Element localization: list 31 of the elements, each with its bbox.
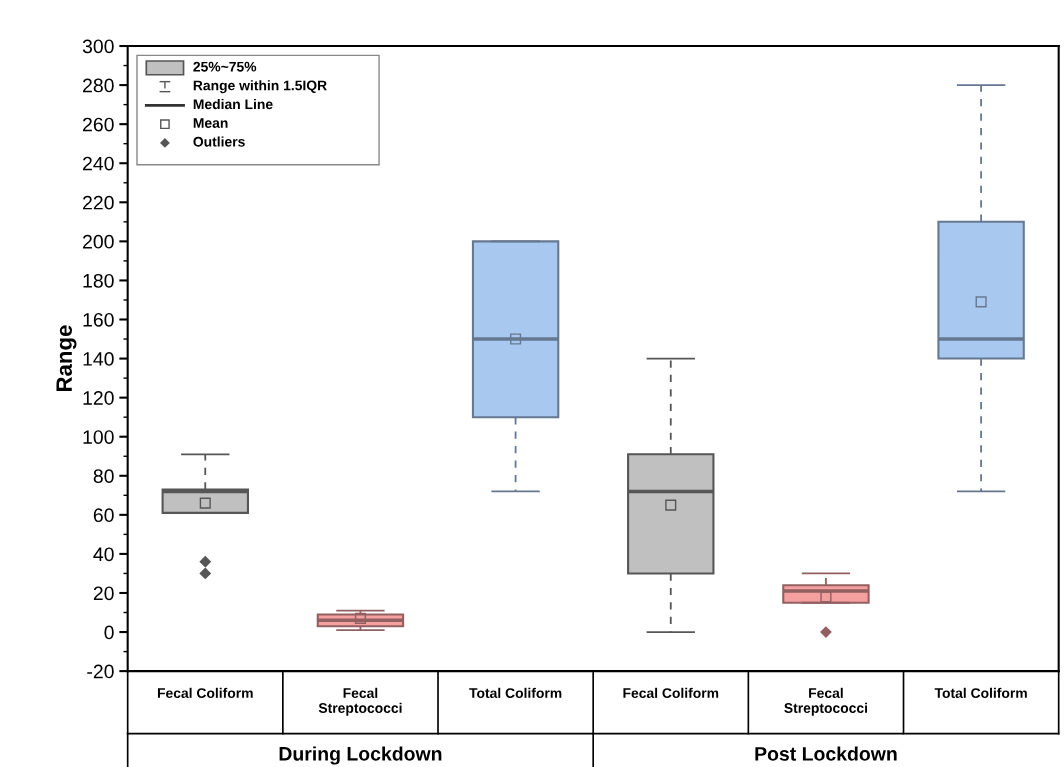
text: Post Lockdown: [755, 746, 897, 761]
y-tick-label: -20: [87, 664, 114, 679]
x-tick-label: Total Coliform: [934, 687, 1027, 698]
annotation: Mean: [193, 118, 228, 128]
x-tick-label: Fecal Streptococci: [784, 687, 868, 716]
y-tick-label: 0: [104, 625, 114, 640]
y-tick-label: 260: [83, 117, 114, 132]
y-tick-label: 300: [82, 39, 114, 54]
y-tick-label: 160: [83, 312, 114, 327]
y-tick-label: 200: [83, 234, 114, 249]
x-tick-label: Fecal Streptococci: [318, 687, 402, 716]
y-tick-label: 220: [83, 195, 114, 210]
annotation: Outliers: [193, 136, 245, 147]
y-tick-label: 40: [93, 547, 114, 562]
y-tick-label: 20: [93, 586, 114, 601]
y-tick-label: 180: [83, 273, 114, 288]
y-tick-label: 280: [83, 78, 114, 93]
y-axis-title: Range: [56, 325, 77, 392]
y-tick-label: 60: [93, 508, 114, 523]
x-tick-label: Fecal Coliform: [157, 687, 253, 698]
x-tick-label: Fecal Coliform: [623, 687, 719, 698]
annotation: 25%~75%: [193, 61, 257, 72]
y-tick-label: 100: [83, 430, 114, 444]
annotation: Range within 1.5IQR: [193, 80, 327, 94]
y-tick-label: 120: [83, 391, 114, 405]
y-tick-label: 140: [83, 352, 114, 366]
y-tick-label: 80: [93, 469, 114, 484]
y-tick-label: 240: [83, 156, 114, 171]
text: During Lockdown: [279, 746, 442, 765]
annotation: Median Line: [193, 98, 273, 110]
x-tick-label: Total Coliform: [469, 687, 562, 698]
